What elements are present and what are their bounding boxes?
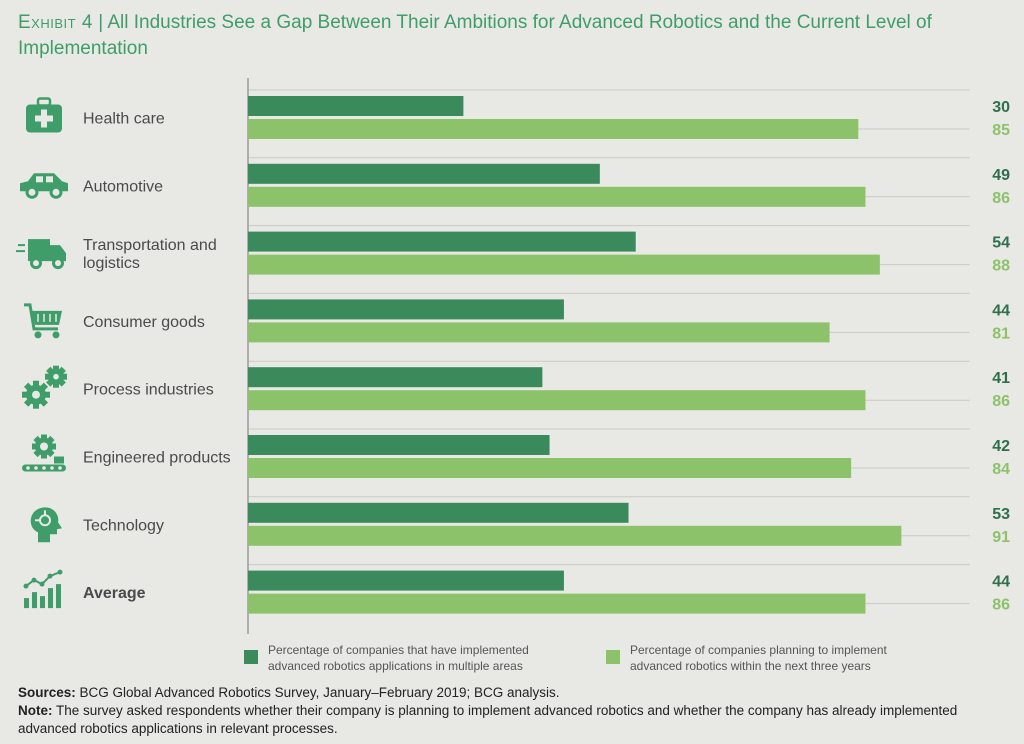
- note-label: Note:: [18, 703, 53, 718]
- category-label: Transportation and logistics: [83, 237, 217, 272]
- data-label: 41: [992, 370, 1010, 387]
- data-label: 81: [992, 325, 1010, 342]
- category-label: Process industries: [83, 382, 214, 399]
- medical-kit-icon: [26, 97, 62, 133]
- category-label: Engineered products: [83, 450, 231, 467]
- title-separator: |: [98, 12, 104, 33]
- sources-line: Sources: BCG Global Advanced Robotics Su…: [18, 684, 1008, 702]
- bar-chart: 30 85 Health care 49 86 Automotive 54 88 Transpo…: [16, 78, 1010, 634]
- data-label: 84: [992, 461, 1010, 478]
- bar-planning: [248, 186, 866, 207]
- bar-implemented: [248, 367, 543, 388]
- bar-chart-icon: [23, 569, 63, 609]
- bar-implemented: [248, 570, 564, 591]
- legend-item-planning: Percentage of companies planning to impl…: [606, 642, 936, 674]
- bar-planning: [248, 322, 830, 343]
- chart-title: Exhibit 4 | All Industries See a Gap Bet…: [18, 10, 1008, 62]
- data-label: 44: [992, 302, 1010, 319]
- sources-label: Sources:: [18, 685, 76, 700]
- car-icon: [20, 173, 68, 199]
- bar-implemented: [248, 502, 629, 523]
- sources-text: BCG Global Advanced Robotics Survey, Jan…: [79, 685, 560, 700]
- bar-implemented: [248, 96, 464, 116]
- legend-swatch-implemented: [244, 650, 258, 664]
- bar-implemented: [248, 299, 564, 320]
- data-label: 30: [992, 99, 1010, 116]
- category-label: Technology: [83, 517, 164, 534]
- note-text: The survey asked respondents whether the…: [18, 703, 958, 736]
- data-label: 86: [992, 190, 1010, 207]
- conveyor-gear-icon: [22, 434, 66, 472]
- bar-planning: [248, 390, 866, 411]
- data-label: 86: [992, 597, 1010, 614]
- data-label: 86: [992, 393, 1010, 410]
- delivery-truck-icon: [16, 239, 66, 270]
- data-label: 91: [992, 529, 1010, 546]
- data-label: 88: [992, 258, 1010, 275]
- bar-planning: [248, 119, 859, 139]
- bar-planning: [248, 458, 852, 478]
- shopping-cart-icon: [24, 303, 62, 339]
- footnotes: Sources: BCG Global Advanced Robotics Su…: [18, 684, 1008, 738]
- exhibit-label: Exhibit 4: [18, 12, 93, 33]
- legend-label-implemented: Percentage of companies that have implem…: [268, 643, 529, 673]
- note-line: Note: The survey asked respondents wheth…: [18, 702, 1008, 738]
- data-label: 53: [992, 506, 1010, 523]
- data-label: 44: [992, 574, 1010, 591]
- category-label: Health care: [83, 111, 165, 128]
- legend-label-planning: Percentage of companies planning to impl…: [630, 643, 887, 673]
- gears-icon: [22, 365, 67, 409]
- category-label: Average: [83, 585, 146, 602]
- category-label: Automotive: [83, 178, 163, 195]
- bar-implemented: [248, 231, 636, 252]
- bar-planning: [248, 525, 902, 546]
- data-label: 49: [992, 167, 1010, 184]
- legend-swatch-planning: [606, 650, 620, 664]
- bar-planning: [248, 254, 880, 275]
- data-label: 54: [992, 235, 1010, 252]
- bar-implemented: [248, 435, 550, 455]
- legend-item-implemented: Percentage of companies that have implem…: [244, 642, 564, 674]
- category-label: Consumer goods: [83, 314, 205, 331]
- data-label: 42: [992, 438, 1010, 455]
- data-label: 85: [992, 122, 1010, 139]
- circuit-head-icon: [30, 507, 62, 543]
- bar-implemented: [248, 163, 600, 184]
- title-text: All Industries See a Gap Between Their A…: [18, 12, 932, 59]
- bar-planning: [248, 593, 866, 614]
